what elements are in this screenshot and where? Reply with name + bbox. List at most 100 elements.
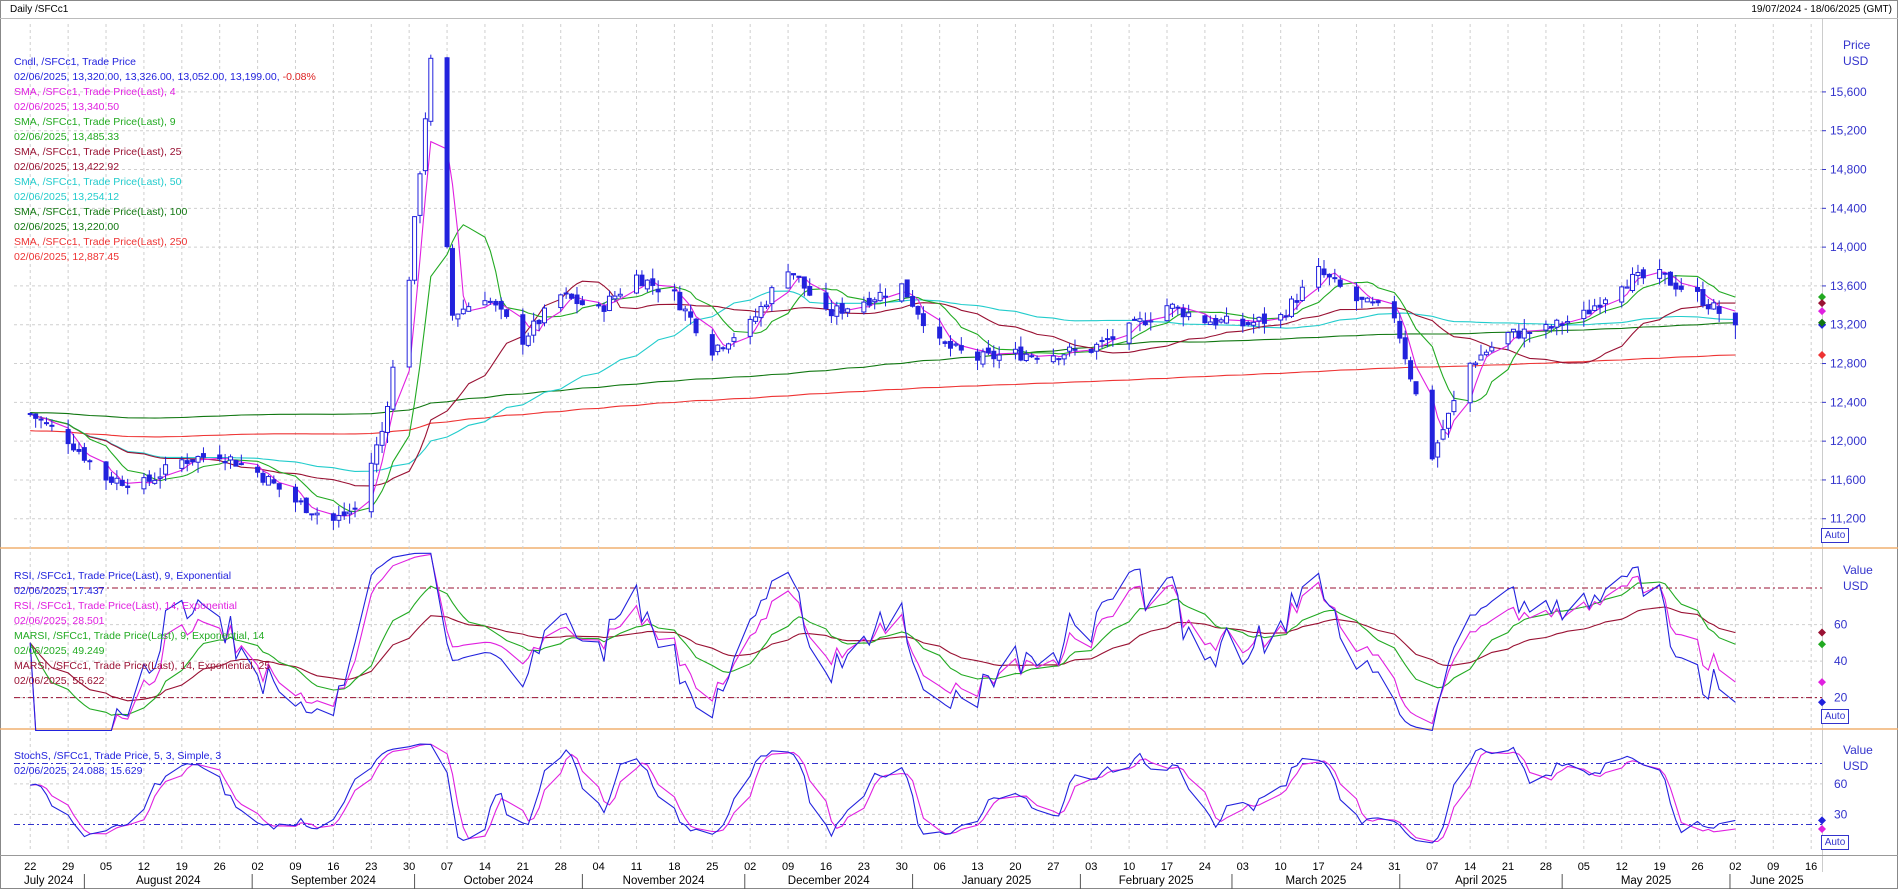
candle-body [569,293,575,299]
x-tick-label: 02 [744,861,756,873]
price-tick-label: 15,200 [1830,124,1867,138]
price-legend-text: SMA, /SFCc1, Trade Price(Last), 100 [14,206,188,218]
candle-body [141,477,147,490]
candle-body [228,456,234,461]
rsi-legend-line: 02/06/2025, 55.622 [14,674,270,689]
candle-body [1510,328,1516,333]
candle-body [1451,400,1457,413]
candle-body [222,461,228,464]
candle-body [1018,346,1024,361]
stoch-legend: StochS, /SFCc1, Trade Price, 5, 3, Simpl… [14,749,221,779]
x-tick-label: 21 [517,861,529,873]
candle-body [801,276,807,289]
price-tick-label: 14,800 [1830,163,1867,177]
rsi-legend-line: 02/06/2025, 28.501 [14,614,270,629]
candle-body [617,293,623,297]
last-value-marker [1818,299,1826,308]
candle-body [1034,357,1040,360]
stoch-auto-button[interactable]: Auto [1821,835,1849,850]
last-value-marker [1818,318,1826,327]
candle-body [65,429,71,445]
candle-body [937,326,943,339]
candle-body [541,307,547,324]
candle-body [753,316,759,322]
price-legend-line: SMA, /SFCc1, Trade Price(Last), 9 [14,115,316,130]
candle-body [190,459,196,463]
candle-body [1088,348,1094,353]
rsi-last-marker [1818,628,1826,637]
candle-body [1635,271,1641,276]
rsi-legend-text: RSI, /SFCc1, Trade Price(Last), 9, Expon… [14,570,232,582]
price-legend-text: 02/06/2025, 13,320.00, 13,326.00, 13,052… [14,71,280,83]
candle-body [1299,286,1305,301]
candle-body [531,320,537,336]
x-tick-label: 02 [1729,861,1741,873]
stoch-last-marker [1818,824,1826,833]
rsi-legend: RSI, /SFCc1, Trade Price(Last), 9, Expon… [14,569,270,689]
candle-body [726,343,732,350]
candle-body [1565,321,1571,324]
x-tick-label: 24 [1199,861,1211,873]
candle-body [1402,337,1408,360]
candle-body [163,464,169,475]
rsi-auto-button[interactable]: Auto [1821,709,1849,724]
candle-body [1364,297,1370,303]
x-tick-label: 02 [251,861,263,873]
candle-body [720,347,726,350]
price-legend-line: SMA, /SFCc1, Trade Price(Last), 4 [14,85,316,100]
price-auto-button[interactable]: Auto [1821,528,1849,543]
rsi-legend-text: 02/06/2025, 17.437 [14,585,105,597]
price-axis-title: Price [1843,38,1871,52]
candle-body [975,351,981,361]
candle-body [1667,271,1673,286]
candle-body [1132,318,1138,321]
candle-body [677,291,683,311]
candle-body [1261,313,1267,324]
candle-body [81,447,87,461]
candle-body [785,271,791,289]
candle-body [904,279,910,298]
candle-body [606,295,612,312]
stoch-legend-line: 02/06/2025, 24.088, 15.629 [14,764,221,779]
candle-body [103,461,109,481]
rsi-tick-label: 20 [1834,691,1848,705]
x-tick-label: 05 [1578,861,1590,873]
x-month-label: April 2025 [1455,875,1507,887]
rsi-legend-text: RSI, /SFCc1, Trade Price(Last), 14, Expo… [14,600,237,612]
price-legend-text: 02/06/2025, 13,485.33 [14,131,120,143]
candle-body [1094,343,1100,352]
x-tick-label: 30 [403,861,415,873]
candle-body [1240,318,1246,327]
price-tick-label: 12,000 [1830,434,1867,448]
candle-body [1142,320,1148,326]
candle-body [1445,412,1451,429]
sma100-line [30,322,1736,419]
price-legend-text: SMA, /SFCc1, Trade Price(Last), 25 [14,146,182,158]
candle-body [1673,282,1679,290]
candle-body [1657,269,1663,279]
chart-title: Daily /SFCc1 [10,4,69,15]
price-legend-text: SMA, /SFCc1, Trade Price(Last), 50 [14,176,182,188]
candle-body [1294,300,1300,303]
x-tick-label: 16 [1805,861,1817,873]
price-legend-text: Cndl, /SFCc1, Trade Price [14,56,136,68]
candle-body [1521,328,1527,339]
candle-body [493,300,499,306]
candle-body [1467,362,1473,404]
candle-body [991,350,997,360]
candle-body [179,459,185,469]
candle-body [688,311,694,318]
candle-body [49,424,55,427]
x-month-label: June 2025 [1750,875,1804,887]
candle-body [1694,286,1700,292]
candle-body [412,216,418,281]
price-tick-label: 13,600 [1830,279,1867,293]
price-tick-label: 13,200 [1830,318,1867,332]
price-legend-text: 02/06/2025, 13,254.12 [14,191,120,203]
x-tick-label: 11 [631,861,642,873]
candle-body [1602,299,1608,305]
candle-body [303,497,309,514]
x-tick-label: 16 [327,861,339,873]
x-tick-label: 12 [138,861,150,873]
